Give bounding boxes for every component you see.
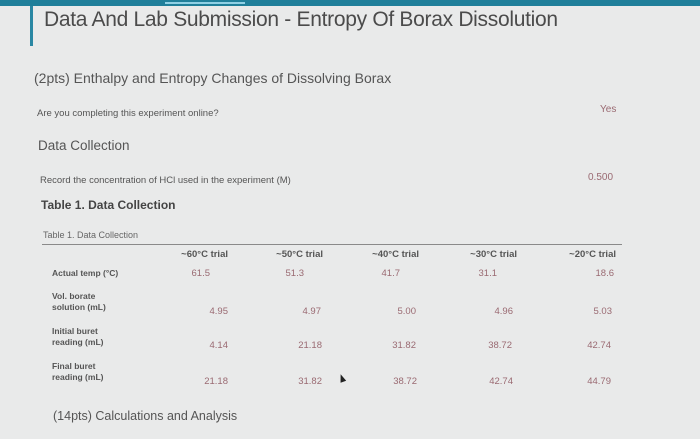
col-header-40c: ~40°C trial	[372, 249, 419, 260]
hcl-concentration-label: Record the concentration of HCl used in …	[40, 175, 291, 186]
cell-temp-50[interactable]: 51.3	[285, 268, 305, 279]
row-label-line2: reading (mL)	[52, 372, 104, 382]
cell-vol-40[interactable]: 5.00	[397, 306, 417, 317]
row-label-initial-buret: Initial buret reading (mL)	[52, 326, 103, 348]
col-header-60c: ~60°C trial	[181, 249, 228, 260]
online-question-label: Are you completing this experiment onlin…	[37, 108, 219, 119]
cell-temp-20[interactable]: 18.6	[595, 268, 615, 279]
cell-final-30[interactable]: 42.74	[489, 376, 513, 387]
cell-vol-60[interactable]: 4.95	[209, 306, 229, 317]
row-label-actual-temp: Actual temp (°C)	[52, 268, 119, 278]
col-header-30c: ~30°C trial	[470, 249, 517, 260]
cell-initial-20[interactable]: 42.74	[587, 340, 611, 351]
cell-vol-20[interactable]: 5.03	[593, 306, 613, 317]
mouse-cursor-icon	[337, 373, 347, 383]
cell-final-40[interactable]: 38.72	[393, 376, 417, 387]
table-top-rule	[42, 244, 622, 245]
col-header-50c: ~50°C trial	[276, 249, 323, 260]
cell-temp-60[interactable]: 61.5	[191, 268, 211, 279]
cell-temp-30[interactable]: 31.1	[478, 268, 498, 279]
top-nav-bar	[0, 0, 700, 6]
row-label-line1: Vol. borate	[52, 291, 96, 301]
section-title-enthalpy: (2pts) Enthalpy and Entropy Changes of D…	[34, 70, 392, 86]
row-label-vol-borate: Vol. borate solution (mL)	[52, 291, 106, 313]
cell-initial-30[interactable]: 38.72	[488, 340, 512, 351]
online-answer-value[interactable]: Yes	[600, 104, 617, 115]
active-tab-indicator	[165, 2, 245, 4]
title-accent-bar	[30, 6, 33, 46]
row-label-line2: reading (mL)	[52, 337, 104, 347]
cell-initial-40[interactable]: 31.82	[392, 340, 416, 351]
row-label-final-buret: Final buret reading (mL)	[52, 361, 103, 383]
cell-temp-40[interactable]: 41.7	[381, 268, 401, 279]
cell-vol-50[interactable]: 4.97	[302, 306, 322, 317]
row-label-line1: Initial buret	[52, 326, 98, 336]
cell-final-50[interactable]: 31.82	[298, 376, 322, 387]
cell-initial-50[interactable]: 21.18	[298, 340, 322, 351]
hcl-concentration-value[interactable]: 0.500	[588, 172, 614, 183]
row-label-line2: solution (mL)	[52, 302, 106, 312]
cell-final-60[interactable]: 21.18	[204, 376, 228, 387]
page-title: Data And Lab Submission - Entropy Of Bor…	[44, 8, 558, 31]
data-collection-heading: Data Collection	[38, 138, 130, 153]
col-header-20c: ~20°C trial	[569, 249, 616, 260]
cell-initial-60[interactable]: 4.14	[209, 340, 229, 351]
cell-vol-30[interactable]: 4.96	[494, 306, 514, 317]
section-title-calculations: (14pts) Calculations and Analysis	[53, 409, 238, 423]
table-heading: Table 1. Data Collection	[41, 198, 176, 212]
row-label-line1: Final buret	[52, 361, 96, 371]
table-caption: Table 1. Data Collection	[43, 230, 139, 240]
cell-final-20[interactable]: 44.79	[587, 376, 611, 387]
